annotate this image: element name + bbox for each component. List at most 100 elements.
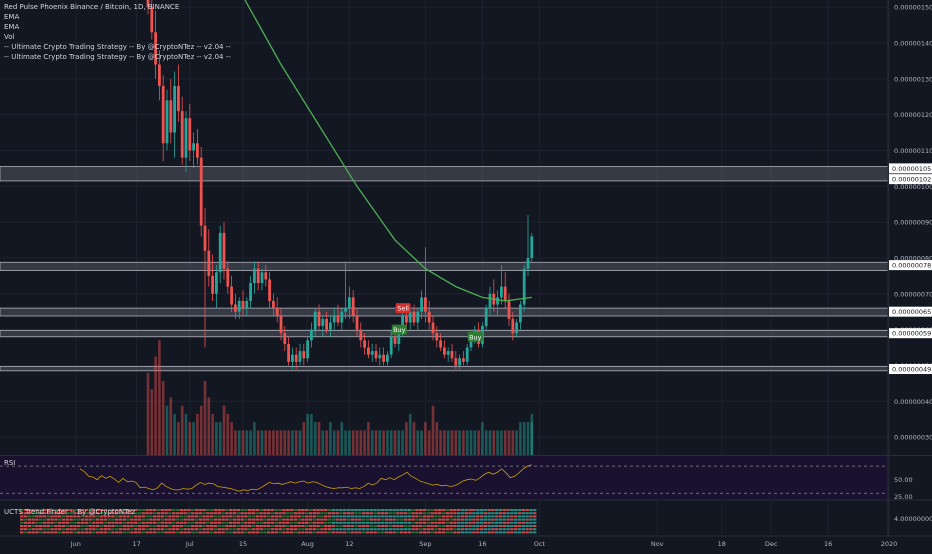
grid-layer: [0, 0, 890, 536]
rsi-pane-label: RSI: [4, 459, 16, 467]
trend-cell: [324, 531, 328, 534]
trend-cell: [327, 509, 332, 511]
trend-cell: [388, 518, 392, 521]
trend-cell: [84, 518, 88, 521]
volume-bar-18: [215, 422, 218, 455]
price-tick-label-5: 0.00000100: [894, 183, 932, 191]
trend-cell: [369, 525, 373, 527]
trend-cell: [316, 521, 320, 524]
volume-bar-83: [462, 430, 465, 455]
price-marker-bg-3: [889, 306, 932, 317]
trend-cell: [122, 525, 126, 527]
trend-cell: [278, 518, 282, 521]
trend-cell: [308, 525, 313, 527]
trend-cell: [289, 521, 294, 524]
trend-cell: [99, 509, 104, 511]
trend-cell: [350, 509, 354, 511]
trend-cell: [301, 531, 305, 534]
trend-cell: [483, 509, 487, 511]
trend-cell: [495, 515, 499, 518]
trend-cell: [335, 521, 339, 524]
trend-cell: [122, 512, 126, 515]
candle-body-34: [275, 308, 279, 316]
volume-bar-27: [249, 430, 252, 455]
legend-ema-2[interactable]: EMA: [4, 23, 20, 31]
candle-body-69: [408, 311, 412, 323]
trend-cell: [472, 521, 476, 524]
legend-strategy-1[interactable]: -- Ultimate Crypto Trading Strategy -- B…: [4, 43, 231, 51]
trend-cell: [426, 515, 430, 518]
trend-cell: [324, 515, 328, 518]
legend-ema-1[interactable]: EMA: [4, 13, 20, 21]
volume-bar-46: [321, 430, 325, 455]
trend-cell: [80, 521, 85, 524]
trend-cell: [50, 515, 54, 518]
trend-cell: [441, 509, 446, 511]
trend-cell: [251, 509, 256, 511]
trend-cell: [502, 528, 506, 531]
trend-cell: [384, 509, 389, 511]
trend-cell: [335, 512, 339, 515]
legend-volume[interactable]: Vol: [4, 33, 15, 41]
volume-bar-79: [446, 430, 450, 455]
trend-cell: [419, 521, 423, 524]
time-tick-label-1: 17: [132, 540, 140, 548]
trend-cell: [130, 531, 134, 534]
trend-cell: [69, 531, 73, 534]
trend-cell: [137, 528, 142, 531]
trend-cell: [297, 512, 301, 515]
candle-body-15: [203, 225, 207, 251]
trend-cell: [297, 528, 301, 531]
trend-cell: [457, 521, 461, 524]
trend-cell: [96, 521, 100, 524]
trend-cell: [96, 525, 100, 527]
volume-bar-6: [169, 397, 173, 455]
volume-bar-77: [439, 430, 442, 455]
trend-cell: [191, 518, 195, 521]
trend-cell: [487, 515, 491, 518]
trend-cell: [533, 525, 537, 527]
volume-bar-71: [416, 430, 420, 455]
trend-cell: [282, 528, 286, 531]
trend-cell: [267, 521, 271, 524]
trend-cell: [118, 509, 123, 511]
trend-cell: [35, 515, 39, 518]
trend-cell: [510, 531, 514, 534]
trend-cell: [373, 512, 377, 515]
trend-cell: [27, 512, 31, 515]
trend-cell: [457, 518, 461, 521]
trend-cell: [335, 528, 339, 531]
candle-body-71: [416, 311, 420, 323]
trend-cell: [145, 515, 149, 518]
trend-cell: [210, 512, 214, 515]
candle-body-41: [302, 351, 306, 359]
legend-strategy-2[interactable]: -- Ultimate Crypto Trading Strategy -- B…: [4, 53, 231, 61]
trend-cell: [449, 518, 453, 521]
candle-body-9: [180, 111, 184, 158]
trend-cell: [111, 521, 115, 524]
trend-cell: [202, 521, 206, 524]
candle-body-54: [351, 297, 355, 316]
trend-cell: [434, 509, 438, 511]
ema-line: [244, 0, 532, 302]
trend-cell: [346, 509, 351, 511]
trend-cell: [236, 512, 240, 515]
trend-cell: [194, 528, 199, 531]
trend-cell: [278, 528, 282, 531]
price-marker-bg-0: [889, 163, 932, 174]
trend-cell: [130, 512, 134, 515]
trend-cell: [107, 528, 111, 531]
trend-cell: [369, 521, 373, 524]
trend-cell: [422, 531, 427, 534]
trend-cell: [320, 515, 324, 518]
trend-cell: [118, 518, 123, 521]
trend-cell: [346, 521, 351, 524]
trend-cell: [286, 518, 290, 521]
trend-cell: [141, 509, 145, 511]
volume-bar-100: [526, 422, 530, 455]
trend-cell: [191, 528, 195, 531]
trend-cell: [80, 525, 85, 527]
trend-cell: [153, 525, 157, 527]
